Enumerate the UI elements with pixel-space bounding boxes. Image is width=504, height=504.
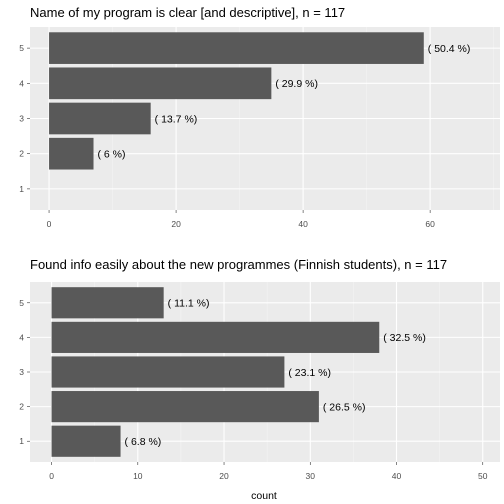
x-tick-label-10: 10 xyxy=(133,471,143,481)
y-tick-label-5: 5 xyxy=(19,298,24,308)
bar-5 xyxy=(49,32,424,64)
y-tick-label-2: 2 xyxy=(19,149,24,159)
y-tick-label-2: 2 xyxy=(19,402,24,412)
bar-2 xyxy=(51,391,319,423)
bar-value-label-3: ( 23.1 %) xyxy=(288,367,331,379)
x-axis-title-bottom: count xyxy=(251,490,277,502)
bar-value-label-3: ( 13.7 %) xyxy=(155,113,198,125)
bar-value-label-5: ( 11.1 %) xyxy=(168,298,210,310)
y-tick-label-3: 3 xyxy=(19,367,24,377)
x-tick-label-0: 0 xyxy=(47,219,52,229)
x-tick-label-60: 60 xyxy=(425,219,435,229)
x-tick-label-50: 50 xyxy=(478,471,488,481)
bar-3 xyxy=(51,356,285,388)
plot-area-bottom: ( 6.8 %) ( 26.5 %) ( 23.1 %) ( 32.5 %) ( 11.… xyxy=(19,282,500,481)
bar-2 xyxy=(49,137,94,170)
bar-value-label-2: ( 26.5 %) xyxy=(323,401,366,413)
x-tick-label-20: 20 xyxy=(171,219,181,229)
y-tick-label-4: 4 xyxy=(19,78,24,88)
chart-title-top: Name of my program is clear [and descrip… xyxy=(30,5,345,20)
chart-panel-top: ( 6 %) ( 13.7 %) ( 29.9 %) ( 50.4 %) 1 2 3 4 5 0 2… xyxy=(19,5,500,229)
y-tick-label-1: 1 xyxy=(19,436,24,446)
bar-5 xyxy=(51,287,164,319)
plot-area-top: ( 6 %) ( 13.7 %) ( 29.9 %) ( 50.4 %) 1 2 3 4 5 0 2… xyxy=(19,27,500,229)
bar-value-label-4: ( 32.5 %) xyxy=(383,332,426,344)
chart-title-bottom: Found info easily about the new programm… xyxy=(30,257,447,272)
chart-panel-bottom: ( 6.8 %) ( 26.5 %) ( 23.1 %) ( 32.5 %) ( 11.… xyxy=(19,257,500,502)
x-tick-label-40: 40 xyxy=(392,471,402,481)
y-tick-label-1: 1 xyxy=(19,184,24,194)
bar-4 xyxy=(51,321,380,353)
bar-value-label-1: ( 6.8 %) xyxy=(125,436,162,448)
bar-value-label-2: ( 6 %) xyxy=(98,148,126,160)
bar-3 xyxy=(49,102,151,135)
y-tick-label-4: 4 xyxy=(19,332,24,342)
bar-value-label-4: ( 29.9 %) xyxy=(275,78,318,90)
y-tick-label-3: 3 xyxy=(19,114,24,124)
x-tick-label-0: 0 xyxy=(49,471,54,481)
bar-4 xyxy=(49,67,272,100)
bar-1 xyxy=(51,425,121,457)
x-tick-label-40: 40 xyxy=(298,219,308,229)
bar-value-label-5: ( 50.4 %) xyxy=(428,43,471,55)
x-tick-label-30: 30 xyxy=(306,471,316,481)
x-tick-label-20: 20 xyxy=(219,471,229,481)
y-tick-label-5: 5 xyxy=(19,43,24,53)
